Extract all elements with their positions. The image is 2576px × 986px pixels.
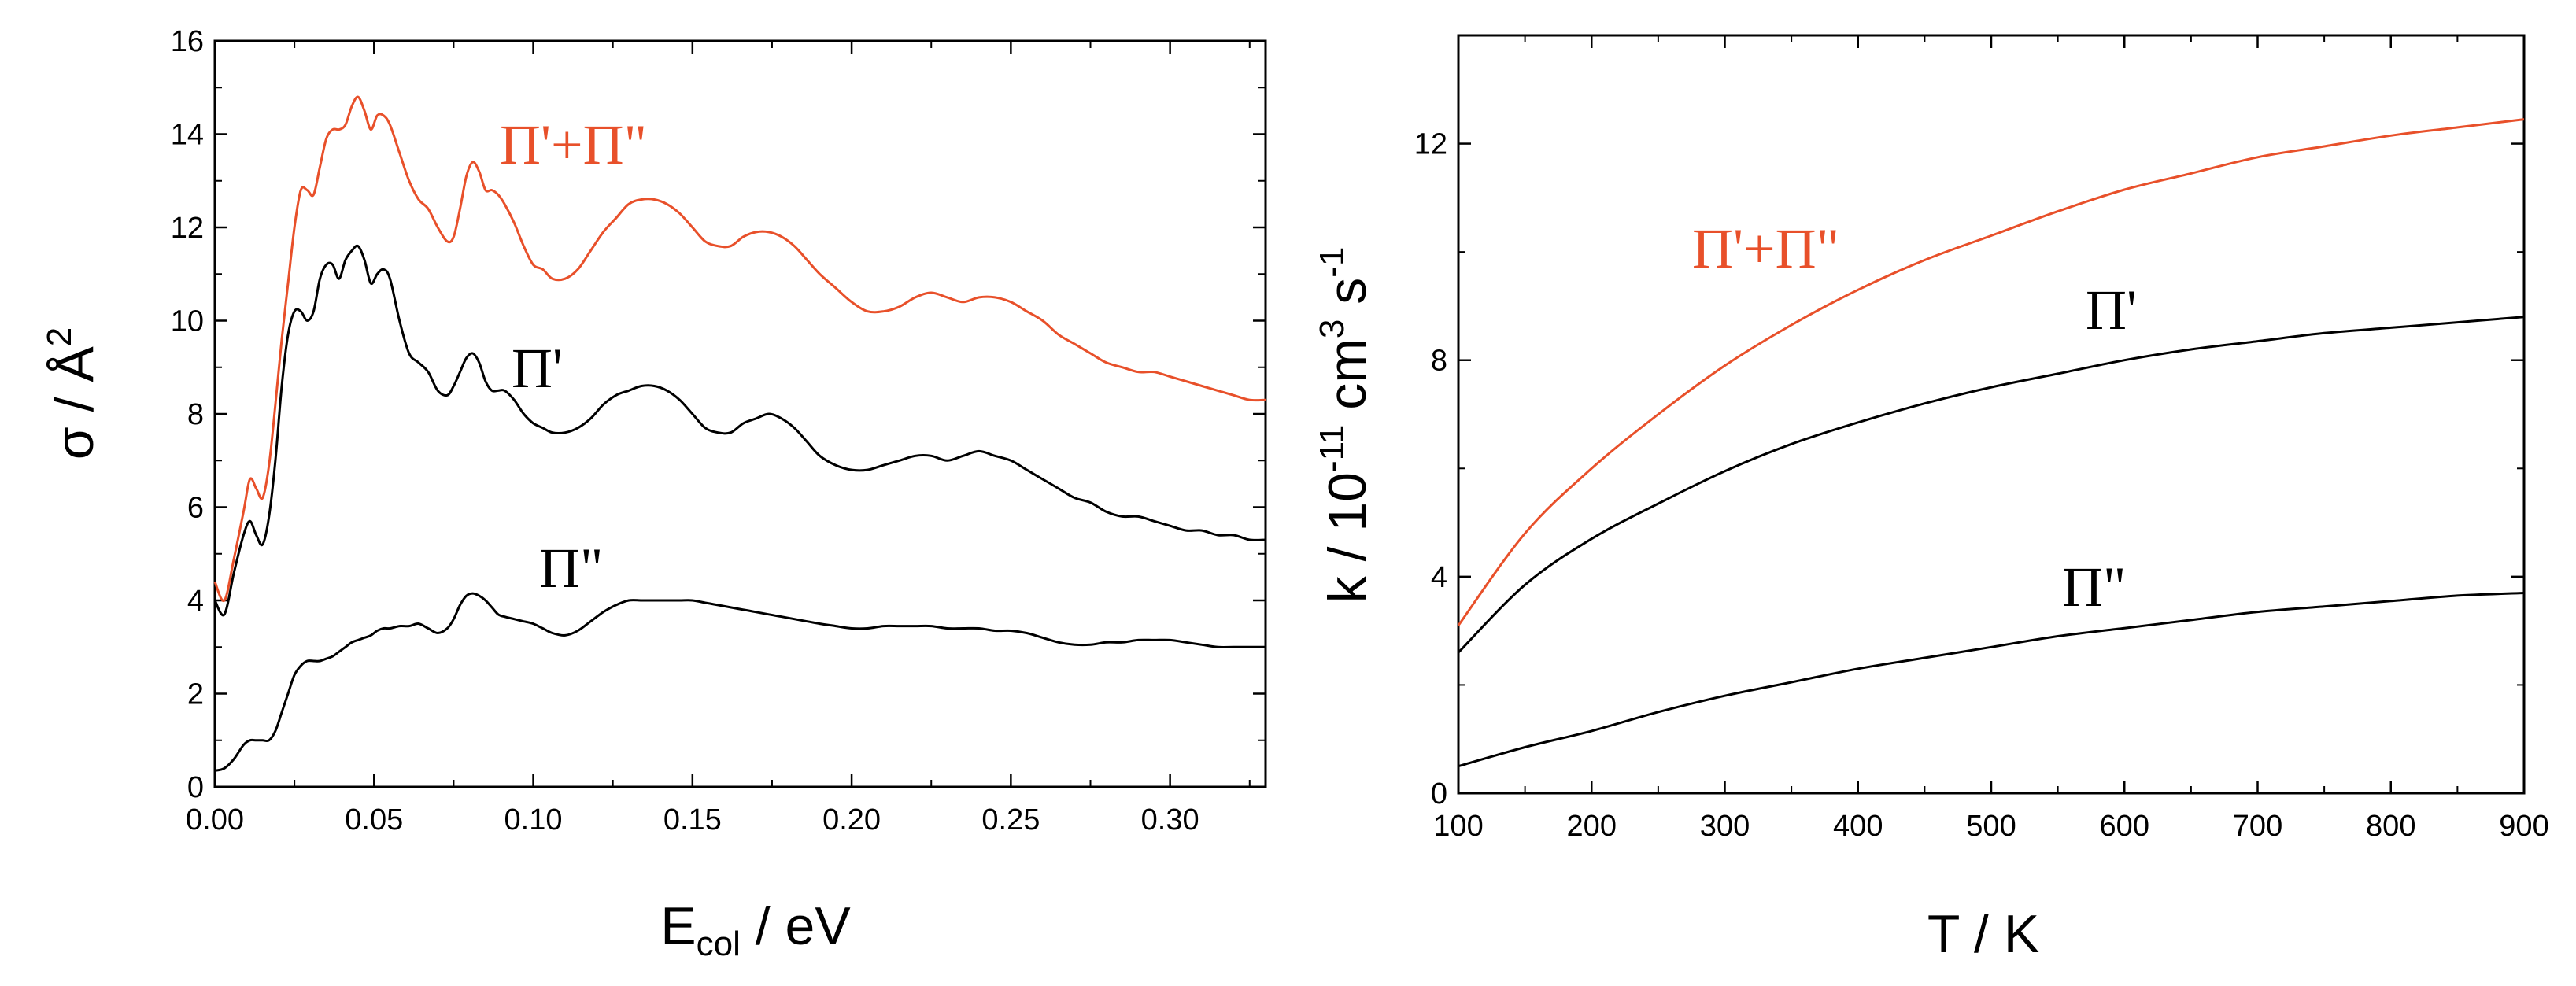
series-line-1 [213, 244, 1266, 617]
x-tick-label: 0.25 [981, 803, 1040, 836]
series-label-pi-prime: Π' [2086, 279, 2137, 342]
rate-constant-panel: 100 200 300 400 500 600 700 800 900 0 4 8 12 k / 10-… [1313, 34, 2549, 964]
tick-marks [1457, 35, 2526, 795]
tick-labels: 100 200 300 400 500 600 700 800 900 0 4 8 12 [1414, 128, 2549, 843]
y-axis-label: σ / Å2 [40, 327, 105, 460]
plot-frame [213, 39, 1267, 788]
x-tick-label: 600 [2100, 810, 2149, 843]
y-tick-label: 12 [1414, 128, 1447, 161]
series-line-1 [1457, 316, 2525, 654]
x-tick-label: 0.05 [345, 803, 403, 836]
tick-labels: 0.00 0.05 0.10 0.15 0.20 0.25 0.30 0 2 4 6 8 10 12 14 1… [171, 25, 1199, 836]
plot-frame [1457, 34, 2526, 795]
y-tick-label: 6 [187, 492, 204, 525]
x-tick-label: 800 [2366, 810, 2415, 843]
y-tick-label: 16 [171, 25, 204, 58]
series-line-0 [213, 95, 1266, 603]
y-tick-label: 0 [1431, 777, 1447, 811]
series-label-pi-double-prime: Π" [539, 537, 603, 600]
series-label-sum: Π'+Π" [1692, 217, 1839, 280]
x-tick-label: 0.15 [663, 803, 722, 836]
series-lines [1457, 118, 2525, 768]
y-tick-label: 14 [171, 119, 204, 152]
x-tick-label: 400 [1833, 810, 1883, 843]
cross-section-panel: 0.00 0.05 0.10 0.15 0.20 0.25 0.30 0 2 4 6 8 10 12 14 1… [40, 25, 1267, 963]
tick-marks [213, 39, 1266, 788]
series-label-sum: Π'+Π" [500, 113, 647, 176]
y-tick-label: 8 [1431, 345, 1447, 378]
x-axis-label: T / K [1927, 904, 2039, 964]
y-tick-label: 10 [171, 305, 204, 338]
y-tick-label: 2 [187, 678, 204, 711]
y-axis-label: k / 10-11 cm3 s-1 [1313, 247, 1377, 604]
x-tick-label: 0.00 [186, 803, 244, 836]
series-line-2 [214, 592, 1266, 772]
series-line-0 [1457, 118, 2525, 626]
x-tick-label: 0.10 [504, 803, 563, 836]
x-axis-label: Ecol / eV [660, 896, 851, 963]
x-tick-label: 200 [1567, 810, 1617, 843]
series-line-2 [1458, 592, 2525, 768]
y-tick-label: 12 [171, 212, 204, 245]
x-tick-label: 900 [2499, 810, 2548, 843]
x-tick-label: 0.30 [1141, 803, 1199, 836]
x-tick-label: 700 [2233, 810, 2282, 843]
series-label-pi-prime: Π' [512, 337, 563, 400]
y-tick-label: 0 [187, 771, 204, 804]
x-tick-label: 0.20 [822, 803, 881, 836]
y-tick-label: 4 [1431, 561, 1447, 594]
series-label-pi-double-prime: Π" [2062, 556, 2126, 619]
y-tick-label: 4 [187, 585, 204, 618]
y-tick-label: 8 [187, 398, 204, 431]
x-tick-label: 300 [1700, 810, 1750, 843]
series-lines [213, 95, 1266, 772]
x-tick-label: 500 [1966, 810, 2016, 843]
x-tick-label: 100 [1433, 810, 1483, 843]
